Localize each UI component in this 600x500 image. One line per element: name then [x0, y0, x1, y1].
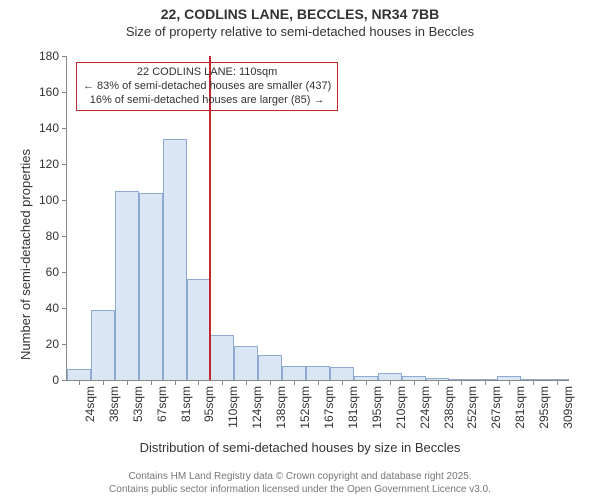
annotation-line: ← 83% of semi-detached houses are smalle…: [83, 80, 331, 94]
y-tick-label: 160: [39, 85, 67, 99]
x-tick-label: 53sqm: [131, 386, 145, 422]
histogram-bar: [139, 193, 163, 380]
x-tick: [342, 380, 343, 385]
y-tick-label: 20: [46, 337, 67, 351]
x-tick-label: 309sqm: [561, 386, 575, 429]
histogram-bar: [163, 139, 187, 380]
x-tick-label: 167sqm: [322, 386, 336, 429]
x-tick: [198, 380, 199, 385]
x-tick-label: 224sqm: [418, 386, 432, 429]
x-tick-label: 95sqm: [202, 386, 216, 422]
histogram-bar: [306, 366, 330, 380]
y-tick-label: 100: [39, 193, 67, 207]
y-tick-label: 80: [46, 229, 67, 243]
footer-attribution: Contains HM Land Registry data © Crown c…: [0, 470, 600, 496]
x-tick: [151, 380, 152, 385]
x-tick-label: 252sqm: [465, 386, 479, 429]
histogram-bar: [330, 367, 354, 380]
x-tick-label: 124sqm: [250, 386, 264, 429]
x-tick-label: 238sqm: [442, 386, 456, 429]
y-tick-label: 120: [39, 157, 67, 171]
x-tick: [246, 380, 247, 385]
x-tick: [175, 380, 176, 385]
footer-line-1: Contains HM Land Registry data © Crown c…: [0, 470, 600, 483]
histogram-bar: [378, 373, 402, 380]
x-tick: [557, 380, 558, 385]
x-tick: [222, 380, 223, 385]
chart-subtitle: Size of property relative to semi-detach…: [0, 24, 600, 39]
x-tick-label: 38sqm: [107, 386, 121, 422]
x-tick-label: 210sqm: [394, 386, 408, 429]
x-tick-label: 138sqm: [274, 386, 288, 429]
footer-line-2: Contains public sector information licen…: [0, 483, 600, 496]
x-tick: [390, 380, 391, 385]
x-axis-label: Distribution of semi-detached houses by …: [0, 440, 600, 455]
histogram-bar: [91, 310, 115, 380]
x-tick-label: 267sqm: [489, 386, 503, 429]
x-tick: [127, 380, 128, 385]
x-tick-label: 181sqm: [346, 386, 360, 429]
histogram-bar: [234, 346, 258, 380]
x-tick: [533, 380, 534, 385]
x-tick-label: 81sqm: [179, 386, 193, 422]
x-tick-label: 110sqm: [226, 386, 240, 428]
x-tick: [318, 380, 319, 385]
x-tick: [509, 380, 510, 385]
x-tick: [414, 380, 415, 385]
x-tick: [461, 380, 462, 385]
histogram-bar: [282, 366, 306, 380]
y-tick-label: 180: [39, 49, 67, 63]
y-tick-label: 40: [46, 301, 67, 315]
chart-title: 22, CODLINS LANE, BECCLES, NR34 7BB: [0, 6, 600, 22]
x-tick-label: 67sqm: [155, 386, 169, 422]
x-tick: [270, 380, 271, 385]
histogram-bar: [187, 279, 211, 380]
x-tick: [294, 380, 295, 385]
x-tick: [366, 380, 367, 385]
annotation-box: 22 CODLINS LANE: 110sqm← 83% of semi-det…: [76, 62, 338, 111]
histogram-bar: [258, 355, 282, 380]
x-tick: [79, 380, 80, 385]
y-tick-label: 140: [39, 121, 67, 135]
x-tick-label: 24sqm: [83, 386, 97, 422]
annotation-line: 16% of semi-detached houses are larger (…: [83, 94, 331, 108]
x-tick: [485, 380, 486, 385]
histogram-bar: [210, 335, 234, 380]
histogram-bar: [115, 191, 139, 380]
annotation-line: 22 CODLINS LANE: 110sqm: [83, 66, 331, 80]
y-tick-label: 0: [52, 373, 67, 387]
chart-container: 22, CODLINS LANE, BECCLES, NR34 7BB Size…: [0, 0, 600, 500]
x-tick: [103, 380, 104, 385]
y-tick-label: 60: [46, 265, 67, 279]
x-tick-label: 152sqm: [298, 386, 312, 429]
histogram-bar: [67, 369, 91, 380]
x-tick: [438, 380, 439, 385]
x-tick-label: 281sqm: [513, 386, 527, 429]
x-tick-label: 195sqm: [370, 386, 384, 429]
x-tick-label: 295sqm: [537, 386, 551, 429]
y-axis-label: Number of semi-detached properties: [18, 149, 33, 360]
